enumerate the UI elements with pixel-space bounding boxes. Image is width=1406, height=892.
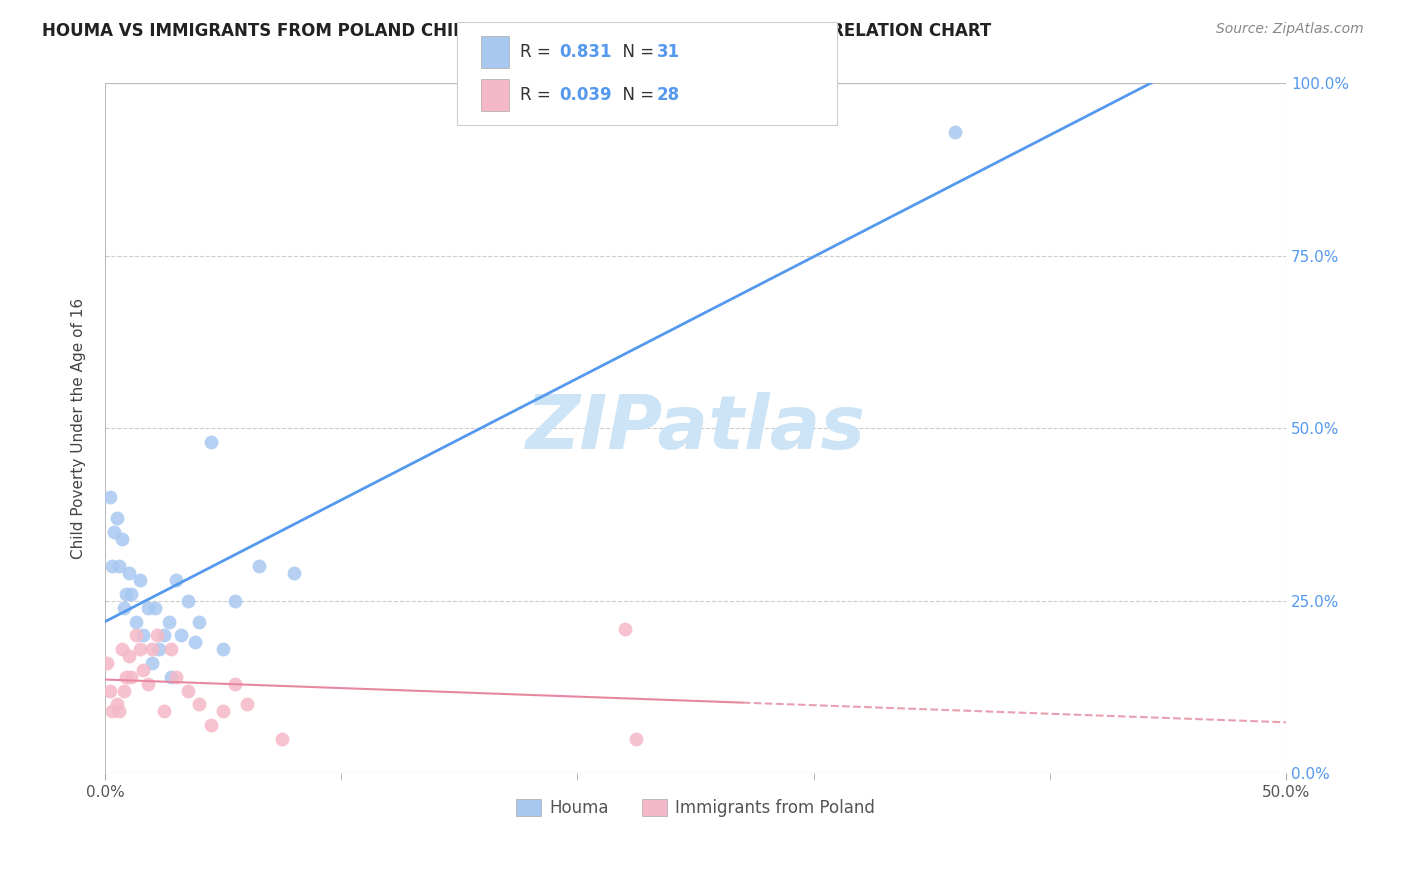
Point bbox=[247, 559, 270, 574]
Point bbox=[117, 649, 139, 664]
Text: HOUMA VS IMMIGRANTS FROM POLAND CHILD POVERTY UNDER THE AGE OF 16 CORRELATION CH: HOUMA VS IMMIGRANTS FROM POLAND CHILD PO… bbox=[42, 22, 991, 40]
Point bbox=[188, 698, 211, 712]
Point bbox=[141, 642, 163, 657]
Text: R =: R = bbox=[520, 43, 557, 61]
Point bbox=[115, 587, 138, 601]
Point bbox=[176, 594, 198, 608]
Point bbox=[153, 704, 176, 718]
Point bbox=[613, 622, 636, 636]
Text: N =: N = bbox=[612, 87, 659, 104]
Point bbox=[132, 663, 155, 677]
Point bbox=[626, 731, 648, 746]
Point bbox=[143, 600, 166, 615]
Point bbox=[108, 704, 131, 718]
Point bbox=[108, 559, 131, 574]
Point bbox=[188, 615, 211, 629]
Point bbox=[110, 642, 132, 657]
Point bbox=[141, 656, 163, 670]
Point bbox=[105, 511, 128, 525]
Text: 28: 28 bbox=[657, 87, 679, 104]
Point bbox=[96, 656, 118, 670]
Point bbox=[184, 635, 207, 649]
Point bbox=[212, 642, 235, 657]
Point bbox=[101, 559, 124, 574]
Point bbox=[120, 587, 142, 601]
Point bbox=[224, 594, 246, 608]
Point bbox=[101, 704, 124, 718]
Point bbox=[129, 573, 152, 587]
Point bbox=[157, 615, 180, 629]
Text: 0.831: 0.831 bbox=[560, 43, 612, 61]
Point bbox=[120, 670, 142, 684]
Text: ZIPatlas: ZIPatlas bbox=[526, 392, 866, 465]
Point bbox=[110, 532, 132, 546]
Point bbox=[98, 683, 121, 698]
Point bbox=[125, 628, 148, 642]
Point bbox=[148, 642, 170, 657]
Text: N =: N = bbox=[612, 43, 659, 61]
Legend: Houma, Immigrants from Poland: Houma, Immigrants from Poland bbox=[509, 792, 882, 823]
Text: 0.039: 0.039 bbox=[560, 87, 612, 104]
Point bbox=[103, 524, 125, 539]
Text: Source: ZipAtlas.com: Source: ZipAtlas.com bbox=[1216, 22, 1364, 37]
Y-axis label: Child Poverty Under the Age of 16: Child Poverty Under the Age of 16 bbox=[72, 298, 86, 559]
Point bbox=[136, 600, 159, 615]
Point bbox=[224, 677, 246, 691]
Point bbox=[235, 698, 257, 712]
Point bbox=[176, 683, 198, 698]
Point bbox=[146, 628, 169, 642]
Point bbox=[200, 435, 222, 450]
Point bbox=[943, 125, 966, 139]
Point bbox=[165, 670, 187, 684]
Point bbox=[200, 718, 222, 732]
Point bbox=[212, 704, 235, 718]
Point bbox=[117, 566, 139, 581]
Point bbox=[112, 683, 135, 698]
Point bbox=[132, 628, 155, 642]
Point bbox=[136, 677, 159, 691]
Point bbox=[271, 731, 294, 746]
Point bbox=[129, 642, 152, 657]
Point bbox=[153, 628, 176, 642]
Point bbox=[98, 491, 121, 505]
Point bbox=[125, 615, 148, 629]
Point bbox=[160, 670, 183, 684]
Text: 31: 31 bbox=[657, 43, 679, 61]
Point bbox=[112, 600, 135, 615]
Text: R =: R = bbox=[520, 87, 557, 104]
Point bbox=[169, 628, 191, 642]
Point bbox=[165, 573, 187, 587]
Point bbox=[283, 566, 305, 581]
Point bbox=[115, 670, 138, 684]
Point bbox=[105, 698, 128, 712]
Point bbox=[160, 642, 183, 657]
